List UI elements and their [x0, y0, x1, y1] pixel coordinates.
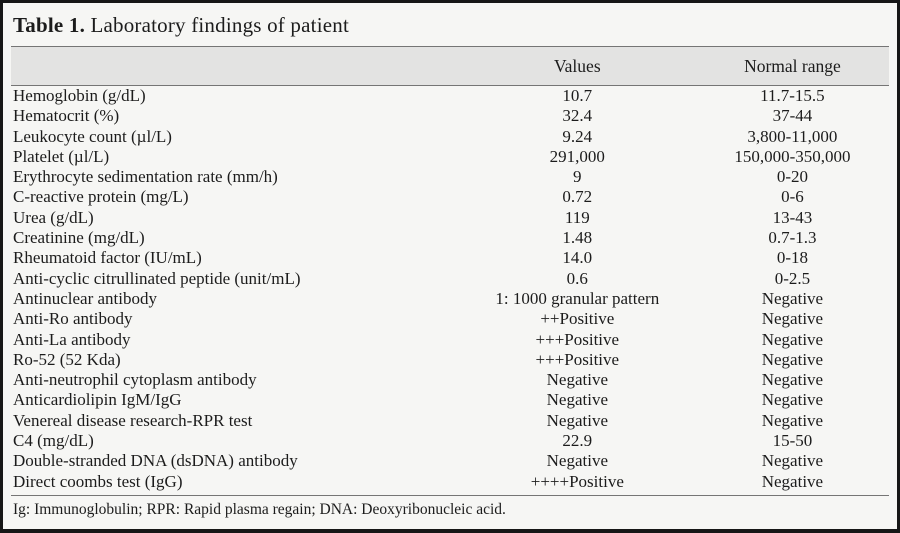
test-name-cell: Anti-La antibody [13, 329, 131, 349]
test-name-cell: Anticardiolipin IgM/IgG [13, 390, 182, 410]
value-cell: Negative [546, 451, 608, 471]
lab-findings-table: Values Normal range Hemoglobin (g/dL) 10… [11, 46, 889, 492]
value-cell: +++Positive [535, 329, 620, 349]
table-row: Direct coombs test (IgG) ++++Positive Ne… [11, 472, 889, 492]
header-row: Values Normal range [11, 46, 889, 86]
test-name-cell: C4 (mg/dL) [13, 431, 94, 451]
table-row: Hemoglobin (g/dL) 10.7 11.7-15.5 [11, 86, 889, 107]
normal-range-cell: 0.7-1.3 [768, 228, 817, 248]
table-row: Anti-Ro antibody ++Positive Negative [11, 309, 889, 329]
table-row: Urea (g/dL) 119 13-43 [11, 208, 889, 228]
test-name-cell: Ro-52 (52 Kda) [13, 349, 121, 369]
normal-range-cell: 0-2.5 [774, 268, 811, 288]
table-row: C-reactive protein (mg/L) 0.72 0-6 [11, 187, 889, 207]
value-cell: 291,000 [549, 146, 605, 166]
value-cell: 1.48 [562, 228, 593, 248]
normal-range-cell: 15-50 [772, 431, 813, 451]
table-title-text: Laboratory findings of patient [90, 13, 349, 37]
table-row: Hematocrit (%) 32.4 37-44 [11, 106, 889, 126]
value-cell: Negative [546, 390, 608, 410]
table-title: Table 1. Laboratory findings of patient [11, 3, 889, 46]
test-name-cell: Direct coombs test (IgG) [13, 471, 183, 491]
value-cell: 32.4 [562, 106, 593, 126]
value-cell: 0.6 [566, 268, 588, 288]
table-row: Ro-52 (52 Kda) +++Positive Negative [11, 350, 889, 370]
test-name-cell: Leukocyte count (µl/L) [13, 126, 172, 146]
value-cell: 1: 1000 granular pattern [495, 288, 660, 308]
table-row: Anticardiolipin IgM/IgG Negative Negativ… [11, 390, 889, 410]
test-name-cell: Anti-Ro antibody [13, 309, 133, 329]
value-cell: 119 [564, 207, 590, 227]
normal-range-cell: 0-18 [776, 248, 808, 268]
value-cell: 0.72 [562, 187, 593, 207]
test-name-cell: Hemoglobin (g/dL) [13, 86, 146, 105]
table-row: Antinuclear antibody 1: 1000 granular pa… [11, 289, 889, 309]
value-cell: 9.24 [562, 126, 593, 146]
header-range-column: Normal range [695, 46, 889, 86]
test-name-cell: Anti-cyclic citrullinated peptide (unit/… [13, 268, 301, 288]
normal-range-cell: Negative [761, 309, 824, 329]
normal-range-cell: 0-6 [781, 187, 804, 207]
test-name-cell: Double-stranded DNA (dsDNA) antibody [13, 451, 298, 471]
test-name-cell: C-reactive protein (mg/L) [13, 187, 189, 207]
normal-range-cell: 13-43 [772, 207, 813, 227]
table-footnote: Ig: Immunoglobulin; RPR: Rapid plasma re… [11, 494, 889, 527]
table-row: Anti-neutrophil cytoplasm antibody Negat… [11, 370, 889, 390]
normal-range-cell: 150,000-350,000 [734, 146, 851, 166]
test-name-cell: Hematocrit (%) [13, 106, 120, 126]
value-cell: ++++Positive [530, 471, 624, 491]
normal-range-cell: 3,800-11,000 [747, 126, 838, 146]
table-body: Hemoglobin (g/dL) 10.7 11.7-15.5 Hematoc… [11, 86, 889, 492]
normal-range-cell: Negative [761, 329, 824, 349]
normal-range-cell: 11.7-15.5 [760, 86, 825, 105]
header-test-column [11, 46, 459, 86]
table-row: Anti-cyclic citrullinated peptide (unit/… [11, 269, 889, 289]
normal-range-cell: Negative [761, 349, 824, 369]
normal-range-cell: Negative [761, 410, 824, 430]
test-name-cell: Erythrocyte sedimentation rate (mm/h) [13, 167, 278, 187]
value-cell: Negative [546, 410, 608, 430]
normal-range-cell: 37-44 [772, 106, 813, 126]
test-name-cell: Creatinine (mg/dL) [13, 228, 145, 248]
test-name-cell: Anti-neutrophil cytoplasm antibody [13, 370, 257, 390]
value-cell: 14.0 [562, 248, 593, 268]
value-cell: Negative [546, 370, 608, 390]
normal-range-cell: 0-20 [776, 167, 808, 187]
value-cell: ++Positive [540, 309, 615, 329]
table-row: Platelet (µl/L) 291,000 150,000-350,000 [11, 147, 889, 167]
table-row: Creatinine (mg/dL) 1.48 0.7-1.3 [11, 228, 889, 248]
table-row: C4 (mg/dL) 22.9 15-50 [11, 431, 889, 451]
table-header: Values Normal range [11, 46, 889, 86]
test-name-cell: Venereal disease research-RPR test [13, 410, 253, 430]
normal-range-cell: Negative [761, 390, 824, 410]
header-values-column: Values [458, 46, 696, 86]
test-name-cell: Urea (g/dL) [13, 207, 94, 227]
normal-range-cell: Negative [761, 451, 824, 471]
value-cell: 10.7 [562, 86, 593, 105]
value-cell: +++Positive [535, 349, 620, 369]
table-row: Double-stranded DNA (dsDNA) antibody Neg… [11, 451, 889, 471]
table-number-label: Table 1. [13, 13, 86, 37]
table-row: Anti-La antibody +++Positive Negative [11, 330, 889, 350]
normal-range-cell: Negative [761, 288, 824, 308]
table-row: Venereal disease research-RPR test Negat… [11, 411, 889, 431]
normal-range-cell: Negative [761, 370, 824, 390]
test-name-cell: Rheumatoid factor (IU/mL) [13, 248, 202, 268]
table-row: Leukocyte count (µl/L) 9.24 3,800-11,000 [11, 127, 889, 147]
test-name-cell: Antinuclear antibody [13, 288, 157, 308]
value-cell: 9 [573, 167, 582, 187]
table-row: Rheumatoid factor (IU/mL) 14.0 0-18 [11, 248, 889, 268]
value-cell: 22.9 [562, 431, 593, 451]
table-row: Erythrocyte sedimentation rate (mm/h) 9 … [11, 167, 889, 187]
test-name-cell: Platelet (µl/L) [13, 146, 110, 166]
normal-range-cell: Negative [761, 471, 824, 491]
